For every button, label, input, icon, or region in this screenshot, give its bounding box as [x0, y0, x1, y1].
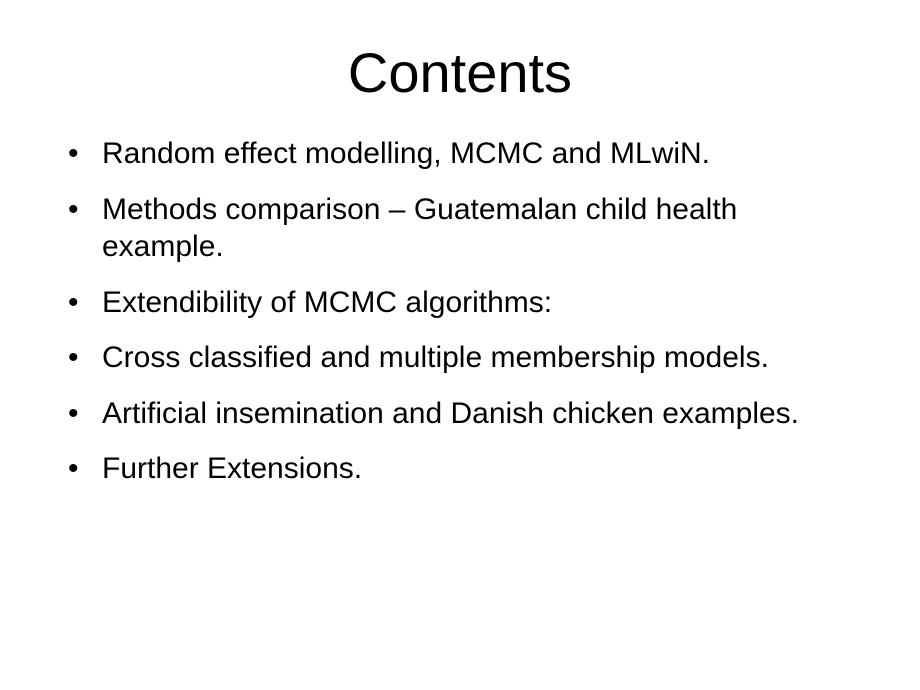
list-item: Extendibility of MCMC algorithms:: [60, 284, 860, 322]
list-item: Cross classified and multiple membership…: [60, 339, 860, 377]
list-item: Further Extensions.: [60, 450, 860, 488]
list-item: Random effect modelling, MCMC and MLwiN.: [60, 135, 860, 173]
slide: Contents Random effect modelling, MCMC a…: [0, 0, 920, 690]
list-item: Methods comparison – Guatemalan child he…: [60, 191, 860, 266]
slide-title: Contents: [60, 40, 860, 105]
bullet-list: Random effect modelling, MCMC and MLwiN.…: [60, 135, 860, 506]
list-item: Artificial insemination and Danish chick…: [60, 395, 860, 433]
